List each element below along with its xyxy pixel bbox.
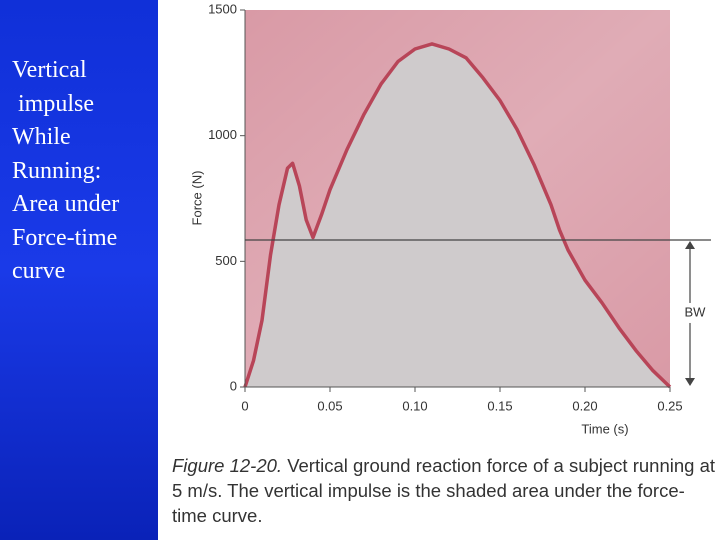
caption: Figure 12-20. Vertical ground reaction f…	[172, 453, 717, 528]
force-curve	[243, 42, 672, 389]
y-tick-label: 1500	[208, 1, 237, 16]
x-tick-label: 0.25	[657, 398, 682, 413]
x-tick-label: 0.20	[572, 398, 597, 413]
sidebar: Vertical impulse While Running: Area under F…	[0, 0, 158, 540]
sidebar-line: Vertical	[12, 57, 87, 83]
x-tick-label: 0.05	[317, 398, 342, 413]
x-tick-label: 0	[241, 398, 248, 413]
sidebar-line: While	[12, 124, 71, 150]
y-tick-label: 500	[215, 253, 237, 268]
chart: Time (s) Force (N) 0 500 1000 1500 0 0.05 0.10…	[189, 1, 711, 436]
sidebar-line: Force-time	[12, 224, 118, 251]
y-tick-label: 1000	[208, 127, 237, 142]
sidebar-line: curve	[12, 258, 66, 284]
y-tick-label: 0	[230, 378, 237, 393]
sidebar-line: Area under	[12, 191, 120, 217]
x-tick-label: 0.15	[487, 398, 512, 413]
sidebar-line: impulse	[12, 90, 94, 117]
bw-label: BW	[685, 304, 707, 319]
y-axis-title: Force (N)	[189, 171, 204, 226]
caption-text: Vertical ground reaction force of a subj…	[172, 455, 715, 526]
sidebar-line: Running:	[12, 157, 102, 184]
x-tick-label: 0.10	[402, 398, 427, 413]
x-axis-title: Time (s)	[581, 421, 628, 436]
bw-label-bg	[677, 302, 707, 323]
caption-label: Figure 12-20.	[172, 455, 283, 476]
sidebar-text: Vertical impulse While Running: Area under F…	[12, 54, 119, 289]
area-fill	[245, 43, 670, 388]
